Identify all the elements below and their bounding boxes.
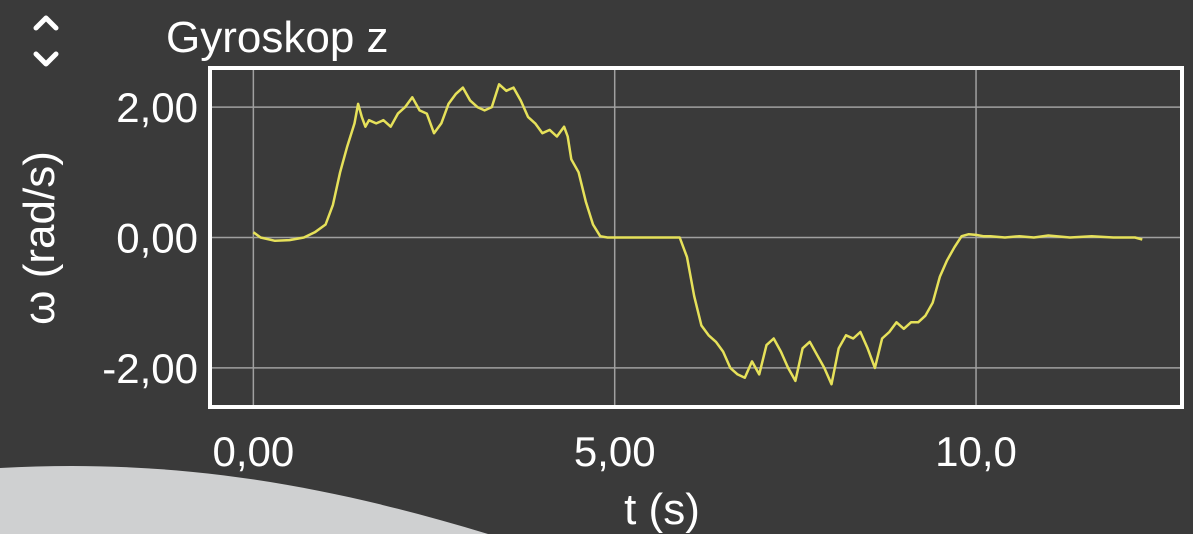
decorative-sheet-shape <box>0 465 488 534</box>
collapse-expand-toggle[interactable] <box>28 6 68 70</box>
y-tick-label-0: 2,00 <box>116 84 198 131</box>
x-tick-label-0: 0,00 <box>212 428 294 475</box>
chart-title: Gyroskop z <box>166 13 389 62</box>
x-tick-label-2: 10,0 <box>935 428 1017 475</box>
x-tick-label-1: 5,00 <box>574 428 656 475</box>
x-tick-labels: 0,00 5,00 10,0 <box>212 428 1016 475</box>
y-tick-labels: 2,00 0,00 -2,00 <box>102 84 198 392</box>
plot-frame <box>208 66 1184 409</box>
y-tick-label-1: 0,00 <box>116 215 198 262</box>
x-axis-label: t (s) <box>624 485 700 534</box>
series-group <box>252 83 1143 386</box>
y-axis-label: ω (rad/s) <box>15 151 64 325</box>
chevron-up-down-icon <box>33 15 59 67</box>
grid-lines <box>210 68 1182 407</box>
series-line-0 <box>252 83 1143 386</box>
y-tick-label-2: -2,00 <box>102 345 198 392</box>
